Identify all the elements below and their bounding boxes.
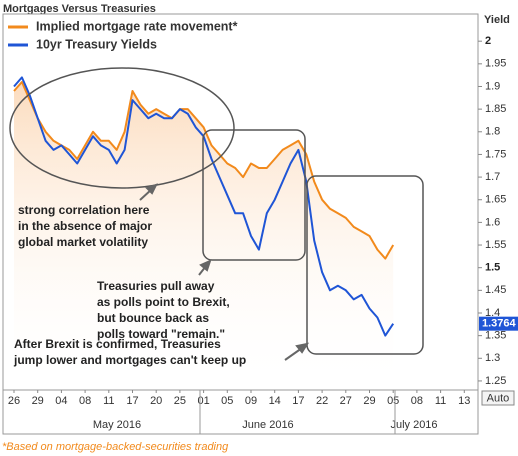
- y-tick-label: 1.65: [485, 194, 506, 206]
- y-tick-label: 1.7: [485, 171, 500, 183]
- annotation-text: Treasuries pull away: [97, 279, 215, 293]
- y-tick-label: 1.55: [485, 239, 506, 251]
- x-tick-label: 05: [387, 395, 399, 407]
- annotation-text: After Brexit is confirmed, Treasuries: [14, 337, 221, 351]
- y-tick-label: 1.6: [485, 216, 500, 228]
- x-tick-label: 22: [316, 395, 328, 407]
- arrows: [139, 183, 310, 361]
- annotation-text: but bounce back as: [97, 311, 209, 325]
- x-tick-label: 29: [363, 395, 375, 407]
- y-tick-label: 1.85: [485, 103, 506, 115]
- x-tick-label: 09: [245, 395, 257, 407]
- y-tick-label: 1.95: [485, 58, 506, 70]
- highlight-ellipse: [9, 67, 235, 189]
- x-tick-label: 11: [435, 395, 446, 407]
- last-value-tag: [479, 316, 518, 331]
- chart-title: Mortgages Versus Treasuries: [3, 3, 156, 15]
- x-tick-label: 14: [269, 395, 281, 407]
- highlight-box: [306, 175, 424, 355]
- footnote: *Based on mortgage-backed-securities tra…: [2, 441, 229, 453]
- y-tick-label: 1.8: [485, 126, 500, 138]
- x-tick-label: 29: [32, 395, 44, 407]
- y-tick-label: 2: [485, 35, 491, 47]
- annotation-text: as polls point to Brexit,: [97, 295, 230, 309]
- x-tick-label: 11: [103, 395, 114, 407]
- last-value-label: 1.3764: [482, 318, 517, 330]
- annotation-text: jump lower and mortgages can't keep up: [13, 353, 246, 367]
- x-tick-label: 04: [55, 395, 67, 407]
- y-tick-label: 1.4: [485, 307, 500, 319]
- x-tick-label: 20: [150, 395, 162, 407]
- month-label: June 2016: [242, 419, 293, 431]
- y-tick-label: 1.9: [485, 80, 500, 92]
- y-tick-label: 1.75: [485, 148, 506, 160]
- series-line: [13, 81, 395, 260]
- x-tick-label: 13: [458, 395, 470, 407]
- y-tick-label: 1.5: [485, 262, 500, 274]
- annotation-text: strong correlation here: [18, 203, 150, 217]
- y-tick-label: 1.45: [485, 284, 506, 296]
- y-tick-label: 1.3: [485, 352, 500, 364]
- x-tick-label: 27: [340, 395, 352, 407]
- month-label: May 2016: [93, 419, 141, 431]
- auto-button[interactable]: [481, 390, 515, 406]
- x-tick-label: 08: [411, 395, 423, 407]
- annotation-text: polls toward "remain.": [97, 327, 225, 341]
- highlight-box: [202, 129, 306, 261]
- x-tick-label: 05: [221, 395, 233, 407]
- x-tick-label: 01: [197, 395, 209, 407]
- x-tick-label: 17: [126, 395, 138, 407]
- month-label: July 2016: [390, 419, 437, 431]
- x-tick-label: 08: [79, 395, 91, 407]
- annotation-text: in the absence of major: [18, 219, 152, 233]
- y-axis-label: Yield: [484, 14, 510, 26]
- legend-label: 10yr Treasury Yields: [36, 37, 157, 51]
- x-tick-label: 25: [174, 395, 186, 407]
- auto-button-label[interactable]: Auto: [487, 392, 510, 404]
- x-tick-label: 26: [8, 395, 20, 407]
- legend-label: Implied mortgage rate movement*: [36, 19, 238, 33]
- y-tick-label: 1.25: [485, 375, 506, 387]
- y-tick-label: 1.35: [485, 330, 506, 342]
- x-tick-label: 17: [292, 395, 304, 407]
- annotation-text: global market volatility: [18, 235, 148, 249]
